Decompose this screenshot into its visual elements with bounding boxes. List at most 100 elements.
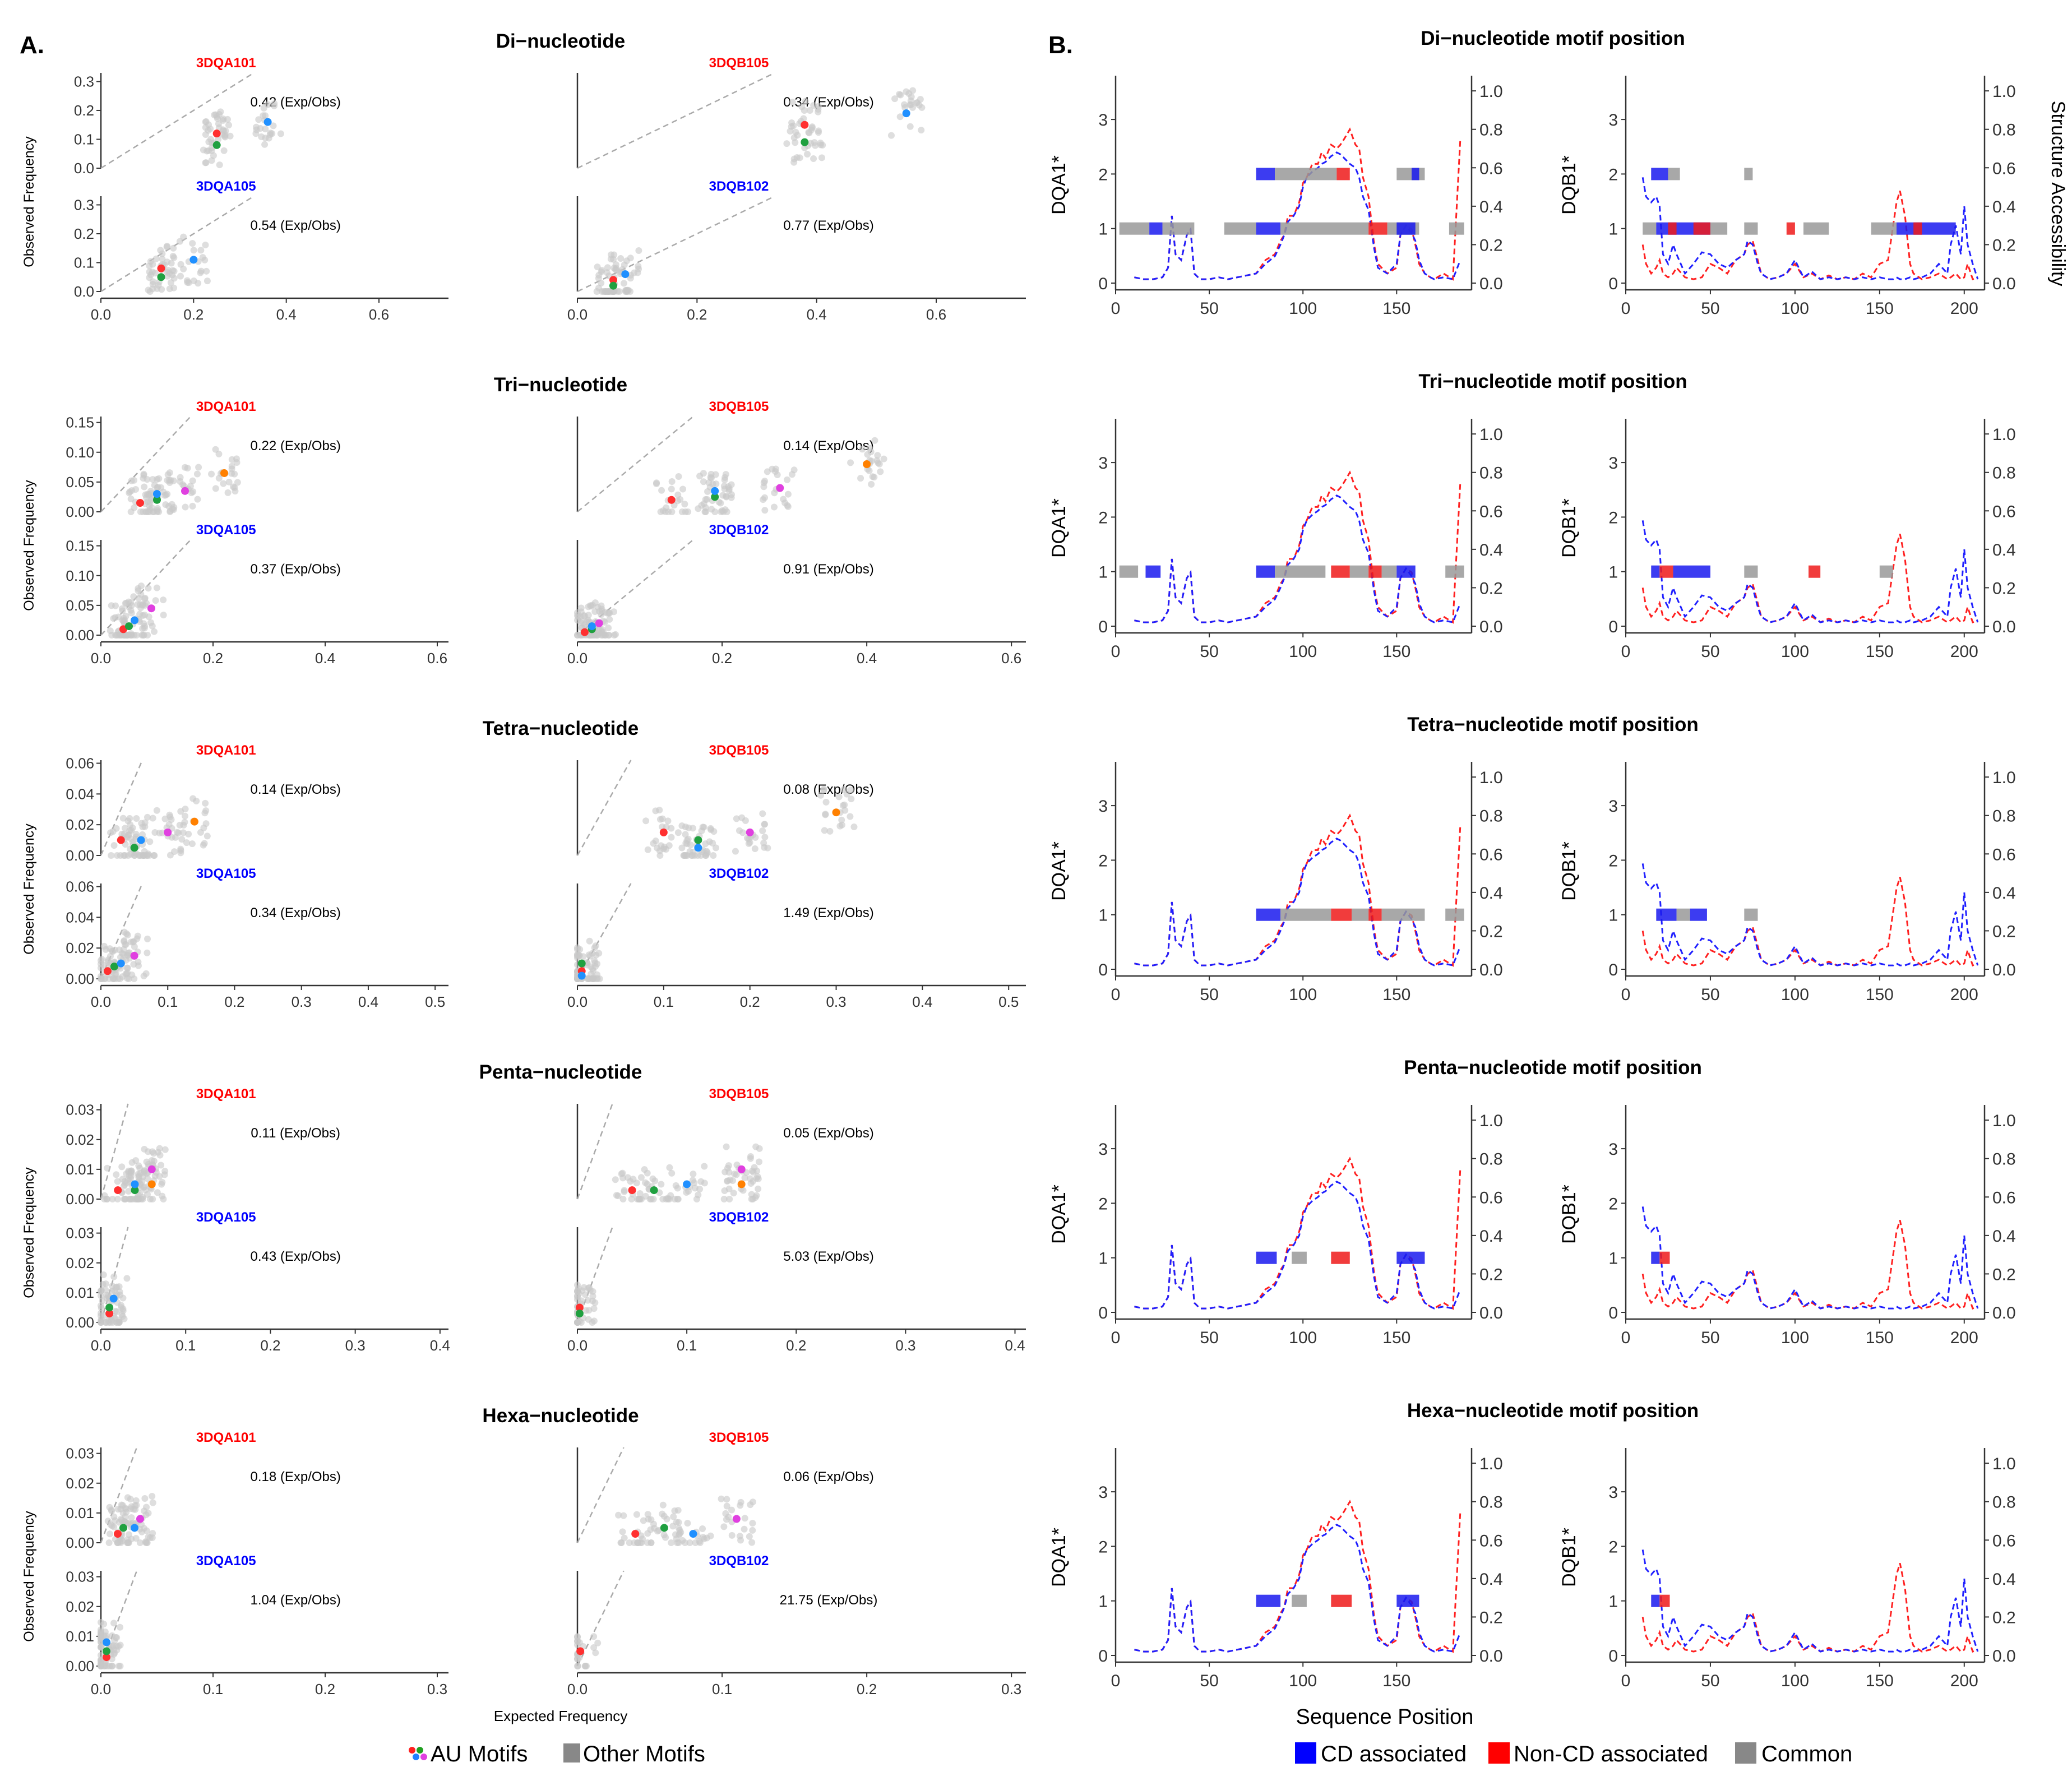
other-motif-point <box>676 1530 683 1538</box>
position-title: Tri−nucleotide motif position <box>1418 371 1687 392</box>
y-tick-label: 3 <box>1098 111 1108 129</box>
au-motif-point <box>181 487 189 495</box>
legend-au-swatch-red <box>409 1747 415 1754</box>
other-motif-point <box>101 1659 109 1667</box>
motif-segment-common <box>1275 168 1337 181</box>
motif-segment-common <box>1445 908 1464 921</box>
other-motif-point <box>182 503 189 511</box>
scatter-title: Penta−nucleotide <box>479 1061 642 1083</box>
other-motif-point <box>761 507 769 514</box>
other-motif-point <box>210 152 217 159</box>
other-motif-point <box>657 508 664 515</box>
y2-tick-label: 0.8 <box>1992 807 2016 826</box>
other-motif-point <box>173 829 181 836</box>
identity-line <box>100 1570 138 1667</box>
other-motif-point <box>630 1176 637 1183</box>
x-tick-label: 0.2 <box>315 1681 335 1697</box>
motif-segment-noncd <box>1336 168 1350 181</box>
other-motif-point <box>668 478 676 485</box>
x-tick-label: 0.1 <box>158 993 178 1010</box>
x-tick-label: 0.0 <box>567 306 588 323</box>
other-motif-point <box>674 491 682 498</box>
ratio-label: 0.14 (Exp/Obs) <box>250 782 340 797</box>
au-motif-point <box>609 281 617 290</box>
other-motif-point <box>155 475 163 482</box>
x-tick-label: 0.1 <box>175 1337 196 1354</box>
other-motif-point <box>721 474 729 481</box>
y-tick-label: 0 <box>1098 961 1108 979</box>
other-motif-point <box>104 958 112 965</box>
au-motif-point <box>711 487 719 495</box>
other-motif-point <box>579 1287 586 1294</box>
y-tick-label: 2 <box>1098 852 1108 870</box>
other-motif-point <box>180 233 187 240</box>
y2-tick-label: 0.6 <box>1479 845 1503 864</box>
y2-tick-label: 0.0 <box>1992 1304 2016 1322</box>
other-motif-point <box>759 827 766 834</box>
x-tick-label: 0 <box>1111 1672 1121 1690</box>
x-tick-label: 0.6 <box>926 306 946 323</box>
y-tick-label: 0.02 <box>66 1131 94 1148</box>
other-motif-point <box>100 1271 107 1279</box>
ratio-label: 0.18 (Exp/Obs) <box>250 1469 340 1484</box>
y-tick-label: 0.0 <box>74 283 94 300</box>
other-motif-point <box>161 1146 169 1153</box>
other-motif-point <box>232 488 239 495</box>
other-motif-point <box>138 1178 146 1185</box>
motif-segment-cd <box>1651 1594 1660 1607</box>
x-tick-label: 0.2 <box>183 306 203 323</box>
position-title: Tetra−nucleotide motif position <box>1407 714 1699 735</box>
other-motif-point <box>574 1293 581 1301</box>
position-plot-dqa1: 0 1 2 3 0.0 0.2 0.4 0.6 0.8 1.0 0 50 100 150 DQA1* <box>1048 419 1503 661</box>
legend-a: AU Motifs Other Motifs <box>409 1742 705 1766</box>
y-tick-label: 0 <box>1608 275 1618 293</box>
y-tick-label: 1 <box>1608 906 1618 925</box>
other-motif-point <box>819 141 826 149</box>
y-tick-label: 0.02 <box>66 1598 94 1615</box>
motif-segment-cd <box>1673 565 1710 578</box>
other-motif-point <box>151 482 158 489</box>
x-tick-label: 0 <box>1621 642 1631 661</box>
y-tick-label: 2 <box>1608 852 1618 870</box>
other-motif-point <box>166 813 174 821</box>
other-motif-point <box>165 821 173 828</box>
other-motif-point <box>109 1663 116 1669</box>
other-motif-point <box>212 485 219 492</box>
au-motif-point <box>103 967 112 975</box>
other-motif-point <box>177 478 184 485</box>
y-tick-label: 2 <box>1608 165 1618 184</box>
y2-tick-label: 0.4 <box>1479 1227 1503 1246</box>
y2-tick-label: 0.0 <box>1479 961 1503 979</box>
ratio-label: 5.03 (Exp/Obs) <box>783 1249 873 1264</box>
y-tick-label: 3 <box>1608 797 1618 816</box>
motif-segment-cd <box>1256 565 1275 578</box>
other-motif-point <box>98 964 104 972</box>
other-motif-point <box>124 817 132 825</box>
other-motif-point <box>713 844 720 852</box>
identity-line <box>576 1103 613 1200</box>
other-motif-point <box>172 834 179 841</box>
other-motif-point <box>143 1158 150 1165</box>
other-motif-point <box>702 840 709 848</box>
y-tick-label: 2 <box>1608 1538 1618 1556</box>
y2-tick-label: 0.2 <box>1992 922 2016 941</box>
scatter-subpanel-left-bottom: 0.00 0.01 0.02 0.03 3DQA105 1.04 (Exp/Obs) 0.0… <box>66 1553 448 1697</box>
other-motif-point <box>197 247 205 254</box>
other-motif-point <box>141 1183 148 1191</box>
y-tick-label: 0.01 <box>66 1284 94 1301</box>
x-tick-label: 100 <box>1289 1329 1317 1347</box>
other-motif-point <box>652 807 659 815</box>
other-motif-point <box>771 489 778 497</box>
subpanel-label: 3DQA105 <box>196 179 256 194</box>
x-tick-label: 0.2 <box>687 306 707 323</box>
other-motif-point <box>592 942 599 950</box>
other-motif-point <box>260 112 267 119</box>
other-motif-point <box>590 1644 598 1652</box>
other-motif-point <box>746 1175 753 1182</box>
au-motif-point <box>103 1653 110 1662</box>
other-motif-point <box>605 624 612 632</box>
y-tick-label: 0.10 <box>66 444 94 461</box>
other-motif-point <box>161 1171 168 1178</box>
